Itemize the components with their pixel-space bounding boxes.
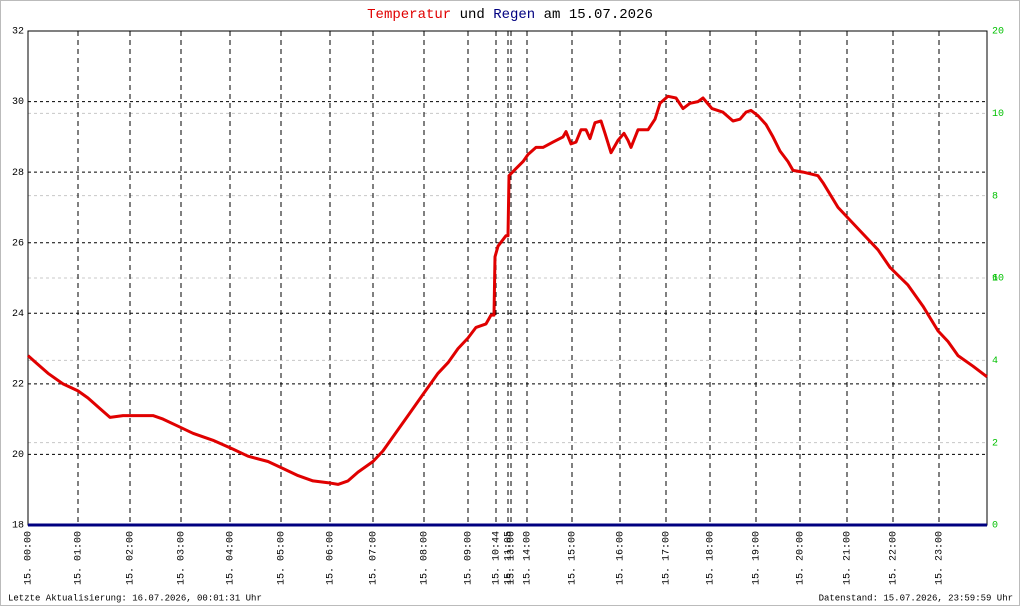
x-tick-label: 15. 16:00 [616,531,627,585]
footer-left: Letzte Aktualisierung: 16.07.2026, 00:01… [8,593,262,603]
title-date: am 15.07.2026 [544,7,653,23]
title-join: und [460,7,485,23]
x-tick-label: 15. 06:00 [326,531,337,585]
footer-right: Datenstand: 15.07.2026, 23:59:59 Uhr [819,593,1013,603]
y-tick-label: 22 [12,379,24,390]
x-tick-label: 15. 08:00 [420,531,431,585]
y-tick-label: 30 [12,97,24,108]
x-tick-label: 15. 05:00 [277,531,288,585]
x-tick-label: 15. 09:00 [464,531,475,585]
x-tick-label: 15. 07:00 [369,531,380,585]
y-tick-label: 32 [12,27,24,38]
y2-tick-label: 0 [992,521,998,532]
x-tick-label: 15. 23:00 [935,531,946,585]
x-tick-label: 15. 02:00 [126,531,137,585]
x-tick-label: 15. 19:00 [752,531,763,585]
x-tick-label: 15. 13:00 [507,531,518,585]
y2-tick-label: 10 [992,274,1004,285]
y-tick-label: 20 [12,450,24,461]
x-tick-label: 15. 11:05 [504,531,515,585]
x-tick-label: 15. 04:00 [226,531,237,585]
y2-tick-label: 20 [992,27,1004,38]
y-tick-label: 28 [12,168,24,179]
y-tick-label: 18 [12,521,24,532]
x-tick-label: 15. 20:00 [796,531,807,585]
series-line [27,94,988,486]
x-tick-label: 15. 03:00 [177,531,188,585]
y2-tick-label: 6 [992,274,998,285]
x-tick-label: 15. 10:44 [492,531,503,585]
x-tick-label: 15. 21:00 [843,531,854,585]
chart-title: Temperatur und Regen am 15.07.2026 [367,7,653,23]
x-tick-label: 15. 17:00 [662,531,673,585]
y2-tick-label: 8 [992,191,998,202]
x-tick-label: 15. 01:00 [74,531,85,585]
x-tick-label: 15. 00:00 [24,531,35,585]
y-tick-label: 26 [12,238,24,249]
y2-tick-label: 2 [992,438,998,449]
x-tick-label: 15. 15:00 [568,531,579,585]
title-series: Temperatur [367,7,451,23]
title-series: Regen [493,7,535,23]
x-tick-label: 15. 14:00 [523,531,534,585]
y2-tick-label: 4 [992,356,998,367]
x-tick-label: 15. 22:00 [889,531,900,585]
x-tick-label: 15. 18:00 [706,531,717,585]
y2-tick-label: 10 [992,109,1004,120]
y-tick-label: 24 [12,309,24,320]
